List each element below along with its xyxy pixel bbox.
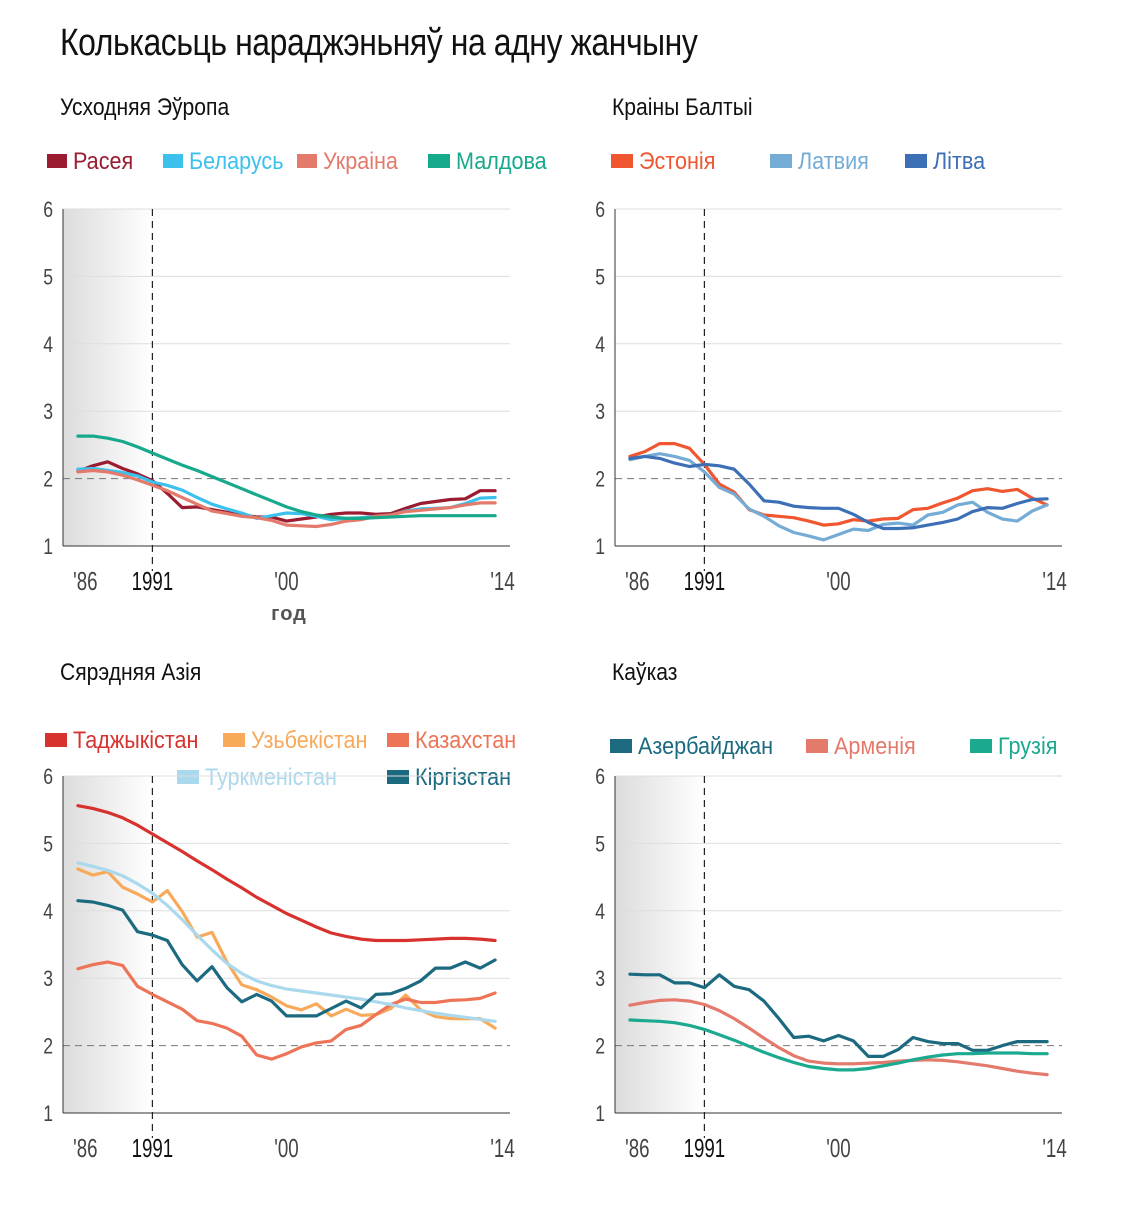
- y-tick-label: 5: [43, 833, 53, 857]
- legend-label: Украіна: [323, 147, 398, 174]
- x-tick-label: 1991: [132, 1133, 174, 1163]
- legend-swatch: [611, 154, 633, 168]
- panel-title: Краіны Балтыі: [612, 94, 753, 121]
- x-tick-label: 1991: [132, 566, 174, 596]
- legend-swatch: [770, 154, 792, 168]
- legend-label: Туркменістан: [205, 763, 337, 790]
- series-line-Эстонія: [628, 442, 1049, 527]
- legend-swatch: [387, 770, 409, 784]
- y-tick-label: 4: [43, 900, 53, 924]
- x-tick-label: '86: [625, 566, 649, 596]
- pre-1991-shading: [63, 209, 153, 546]
- pre-1991-shading: [63, 776, 153, 1113]
- panel-title: Сярэдняя Азія: [60, 659, 201, 686]
- chart-panel-4: Каўказ Азербайджан Арменія Грузія 1 2 3 4 5 6 '86 1…: [595, 659, 1067, 1163]
- legend-swatch: [297, 154, 317, 168]
- legend-swatch: [806, 739, 828, 753]
- legend-swatch: [163, 154, 183, 168]
- series-line-Украіна: [76, 468, 497, 529]
- chart-panel-3: Сярэдняя Азія Таджыкістан Узьбекістан Казах…: [43, 659, 516, 1163]
- legend-swatch: [610, 739, 632, 753]
- x-tick-label: '00: [274, 1133, 298, 1163]
- x-axis-label: год: [271, 603, 307, 625]
- legend-label: Латвия: [798, 147, 869, 174]
- series-line-Латвия: [628, 452, 1049, 542]
- y-tick-label: 1: [595, 535, 605, 559]
- series-line-Казахстан: [76, 960, 497, 1061]
- legend-label: Казахстан: [415, 726, 516, 753]
- legend-swatch: [47, 154, 67, 168]
- series-line-Літва: [628, 454, 1049, 531]
- legend-swatch: [45, 733, 67, 747]
- legend-label: Арменія: [834, 732, 916, 759]
- y-tick-label: 5: [43, 266, 53, 290]
- x-tick-label: '14: [1042, 566, 1066, 596]
- x-tick-label: '00: [826, 1133, 850, 1163]
- legend-label: Расея: [73, 147, 133, 174]
- main-title: Колькасьць нараджэньняў на адну жанчыну: [60, 22, 698, 64]
- y-tick-label: 2: [43, 1035, 53, 1059]
- x-tick-label: '14: [490, 1133, 514, 1163]
- y-tick-label: 6: [43, 765, 53, 789]
- y-tick-label: 1: [43, 535, 53, 559]
- legend-label: Беларусь: [189, 147, 283, 174]
- x-tick-label: '86: [73, 566, 97, 596]
- panel-title: Каўказ: [612, 659, 677, 686]
- series-line-Грузія: [628, 1018, 1049, 1072]
- legend-label: Узьбекістан: [251, 726, 367, 753]
- pre-1991-shading: [615, 776, 705, 1113]
- series-line-Кіргізстан: [76, 899, 497, 1018]
- y-tick-label: 4: [43, 333, 53, 357]
- chart-panel-1: Усходняя Эўропа Расея Беларусь Украіна Малдо…: [43, 94, 547, 625]
- y-tick-label: 2: [595, 468, 605, 492]
- y-tick-label: 6: [595, 198, 605, 222]
- legend-label: Эстонія: [639, 147, 715, 174]
- x-tick-label: '86: [73, 1133, 97, 1163]
- y-tick-label: 5: [595, 266, 605, 290]
- legend-label: Азербайджан: [638, 732, 773, 759]
- series-line-Арменія: [628, 998, 1049, 1077]
- panel-title: Усходняя Эўропа: [60, 94, 230, 121]
- y-tick-label: 3: [43, 400, 53, 424]
- y-tick-label: 2: [595, 1035, 605, 1059]
- legend-label: Таджыкістан: [73, 726, 198, 753]
- x-tick-label: '86: [625, 1133, 649, 1163]
- y-tick-label: 3: [43, 967, 53, 991]
- y-tick-label: 3: [595, 967, 605, 991]
- y-tick-label: 3: [595, 400, 605, 424]
- legend-label: Кіргізстан: [415, 763, 511, 790]
- series-line-Малдова: [76, 434, 497, 521]
- legend-swatch: [177, 770, 199, 784]
- x-tick-label: 1991: [684, 566, 726, 596]
- y-tick-label: 6: [595, 765, 605, 789]
- legend-label: Малдова: [456, 147, 547, 174]
- series-line-Таджыкістан: [76, 804, 497, 943]
- x-tick-label: 1991: [684, 1133, 726, 1163]
- y-tick-label: 2: [43, 468, 53, 492]
- legend-swatch: [387, 733, 409, 747]
- x-tick-label: '14: [490, 566, 514, 596]
- x-tick-label: '00: [826, 566, 850, 596]
- y-tick-label: 6: [43, 198, 53, 222]
- y-tick-label: 5: [595, 833, 605, 857]
- legend-label: Грузія: [998, 732, 1057, 759]
- chart-panel-2: Краіны Балтыі Эстонія Латвия Літва 1 2 3 4 5 6 '86…: [595, 94, 1067, 596]
- legend-label: Літва: [933, 147, 985, 174]
- legend-swatch: [223, 733, 245, 747]
- y-tick-label: 4: [595, 333, 605, 357]
- y-tick-label: 1: [595, 1102, 605, 1126]
- y-tick-label: 4: [595, 900, 605, 924]
- y-tick-label: 1: [43, 1102, 53, 1126]
- legend-swatch: [970, 739, 992, 753]
- x-tick-label: '00: [274, 566, 298, 596]
- legend-swatch: [905, 154, 927, 168]
- series-line-Туркменістан: [76, 861, 497, 1023]
- series-line-Азербайджан: [628, 972, 1049, 1059]
- legend-swatch: [428, 154, 450, 168]
- x-tick-label: '14: [1042, 1133, 1066, 1163]
